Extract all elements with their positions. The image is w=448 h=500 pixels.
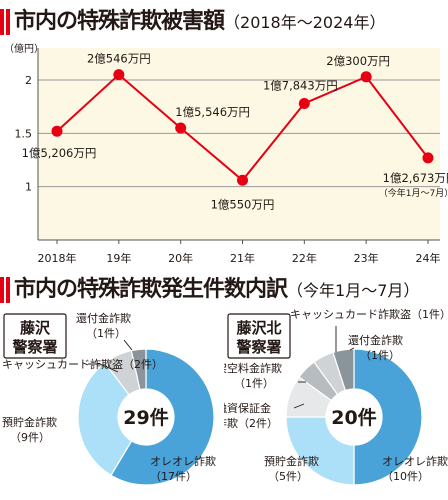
leader-line	[349, 347, 355, 351]
data-point	[113, 69, 125, 81]
donut-section-title-text: 市内の特殊詐欺発生件数内訳	[14, 277, 288, 302]
slice-label: 還付金詐欺	[348, 333, 403, 347]
slice-label: オレオレ詐欺	[382, 454, 448, 468]
y-tick-label: 2	[25, 74, 32, 87]
y-tick-label: 1.5	[15, 127, 33, 140]
data-point	[422, 152, 434, 164]
station-box-frame	[3, 313, 67, 359]
data-label-note: （今年1月～7月）	[379, 187, 448, 199]
line-section-title-text: 市内の特殊詐欺被害額	[14, 9, 225, 34]
data-label: 1億5,206万円	[22, 146, 97, 160]
data-label: 1億2,673万円	[383, 171, 448, 185]
leader-line	[293, 403, 305, 409]
leader-line	[123, 339, 133, 351]
donut-slice	[332, 348, 355, 392]
x-tick-label: 19年	[106, 251, 131, 265]
slice-label: 融資保証金	[224, 401, 271, 415]
donut-slice	[110, 348, 215, 486]
slice-count: （1件）	[86, 327, 126, 340]
station-name: 藤沢北	[236, 319, 281, 337]
y-axis-label: （億円）	[4, 42, 44, 55]
leader-line	[88, 363, 119, 373]
line-section-title: 市内の特殊詐欺被害額（2018年～2024年）	[14, 6, 385, 39]
damage-line-chart: 1 1.5 2 （億円） 2018年 19年 20年 21年 22年 23年 24年 1億5,206万…	[4, 42, 448, 265]
donut-slice	[130, 348, 147, 391]
slice-count: 詐欺（2件）	[224, 416, 278, 430]
x-tick-label: 20年	[168, 251, 193, 265]
accent-bar	[6, 9, 10, 35]
donut-slice	[353, 348, 423, 486]
x-tick-label: 23年	[354, 251, 379, 265]
donut-total-label: 29件	[123, 406, 168, 429]
slice-count: （17件）	[150, 470, 197, 483]
donut-slice	[77, 362, 133, 477]
data-point	[360, 71, 372, 83]
slice-count: （10件）	[382, 470, 429, 483]
slice-count: （9件）	[10, 431, 50, 444]
slice-count: （1件）	[234, 377, 274, 390]
donut-section-header: 市内の特殊詐欺発生件数内訳（今年1月～7月）	[0, 274, 448, 306]
slice-label: キャッシュカード詐欺盗（1件）	[290, 307, 448, 321]
accent-bar	[0, 9, 4, 35]
station-suffix: 警察署	[235, 338, 281, 356]
x-tick-label: 2018年	[38, 251, 77, 265]
data-point	[175, 122, 187, 134]
slice-label: オレオレ詐欺	[150, 454, 216, 468]
data-point	[237, 174, 248, 186]
station-name: 藤沢	[20, 319, 51, 337]
donut-total-label: 20件	[331, 406, 376, 429]
data-label: 1億550万円	[211, 197, 275, 211]
slice-label: 預貯金詐欺	[2, 415, 57, 429]
data-point	[298, 97, 310, 109]
data-point	[51, 125, 63, 137]
y-tick-label: 1	[25, 181, 32, 194]
slice-count: （5件）	[268, 470, 308, 483]
accent-bar	[6, 277, 10, 303]
station-box-frame	[227, 313, 291, 359]
slice-count: （1件）	[360, 349, 400, 362]
x-tick-label: 21年	[230, 251, 255, 265]
line-section-subtitle: （2018年～2024年）	[224, 13, 386, 32]
donut-section-subtitle: （今年1月～7月）	[287, 281, 420, 300]
donut-slice	[285, 416, 355, 486]
data-label: 2億546万円	[87, 52, 151, 66]
line-section-header: 市内の特殊詐欺被害額（2018年～2024年）	[0, 6, 448, 38]
slice-label: 預貯金詐欺	[264, 454, 319, 468]
slice-label: 架空料金詐欺	[224, 361, 282, 375]
station-suffix: 警察署	[11, 338, 57, 356]
data-label: 1億5,546万円	[175, 105, 250, 119]
x-tick-label: 22年	[292, 251, 317, 265]
slice-label: 還付金詐欺	[76, 311, 131, 325]
slice-label: キャッシュカード詐欺盗（2件）	[2, 357, 163, 371]
donut-section-title: 市内の特殊詐欺発生件数内訳（今年1月～7月）	[14, 274, 419, 307]
data-label: 2億300万円	[326, 54, 390, 68]
data-label: 1億7,843万円	[263, 78, 338, 92]
accent-bar	[0, 277, 4, 303]
x-tick-label: 24年	[416, 251, 441, 265]
